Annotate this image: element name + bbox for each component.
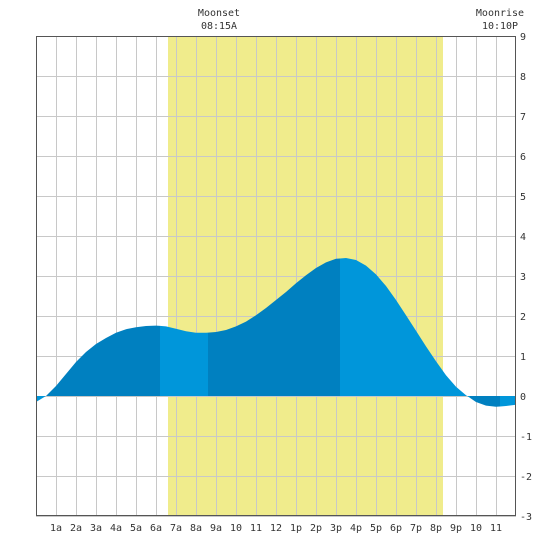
x-tick-label: 9p bbox=[450, 523, 462, 534]
x-tick-label: 7a bbox=[170, 523, 182, 534]
x-tick-label: 10 bbox=[470, 523, 482, 534]
x-tick-label: 9a bbox=[210, 523, 222, 534]
tide-area-segment bbox=[36, 396, 46, 402]
x-tick-label: 10 bbox=[230, 523, 242, 534]
y-tick-label: -1 bbox=[520, 432, 532, 443]
tide-area-segment bbox=[208, 258, 340, 396]
grid-layer bbox=[36, 36, 516, 517]
x-tick-label: 6a bbox=[150, 523, 162, 534]
tide-area-segment bbox=[470, 396, 500, 407]
y-tick-label: 0 bbox=[520, 392, 526, 403]
moonset-title: Moonset bbox=[198, 8, 240, 19]
y-tick-label: 1 bbox=[520, 352, 526, 363]
x-tick-label: 11 bbox=[490, 523, 502, 534]
x-tick-label: 3a bbox=[90, 523, 102, 534]
y-tick-label: 7 bbox=[520, 112, 526, 123]
y-tick-label: -3 bbox=[520, 512, 532, 523]
tide-area-segment bbox=[340, 258, 470, 398]
y-tick-label: 5 bbox=[520, 192, 526, 203]
y-tick-label: 3 bbox=[520, 272, 526, 283]
x-tick-label: 8p bbox=[430, 523, 442, 534]
moonrise-title: Moonrise bbox=[476, 8, 524, 19]
x-tick-label: 8a bbox=[190, 523, 202, 534]
x-tick-label: 1p bbox=[290, 523, 302, 534]
x-tick-label: 2p bbox=[310, 523, 322, 534]
y-tick-label: -2 bbox=[520, 472, 532, 483]
x-tick-label: 11 bbox=[250, 523, 262, 534]
y-tick-label: 6 bbox=[520, 152, 526, 163]
x-tick-label: 2a bbox=[70, 523, 82, 534]
plot-frame bbox=[36, 36, 516, 516]
x-tick-label: 5a bbox=[130, 523, 142, 534]
y-tick-label: 9 bbox=[520, 32, 526, 43]
plot-frame-layer bbox=[36, 36, 516, 516]
y-tick-label: 8 bbox=[520, 72, 526, 83]
x-tick-label: 6p bbox=[390, 523, 402, 534]
moonset-time: 08:15A bbox=[201, 21, 237, 32]
tide-area-segment bbox=[500, 396, 516, 407]
tide-area-layer bbox=[36, 258, 516, 407]
x-tick-label: 4p bbox=[350, 523, 362, 534]
x-tick-label: 3p bbox=[330, 523, 342, 534]
x-tick-label: 5p bbox=[370, 523, 382, 534]
moonrise-time: 10:10P bbox=[482, 21, 518, 32]
x-tick-label: 7p bbox=[410, 523, 422, 534]
y-tick-label: 2 bbox=[520, 312, 526, 323]
y-tick-label: 4 bbox=[520, 232, 526, 243]
x-tick-label: 12 bbox=[270, 523, 282, 534]
x-tick-label: 4a bbox=[110, 523, 122, 534]
tide-area-segment bbox=[160, 325, 208, 396]
tide-area-segment bbox=[46, 325, 160, 396]
x-tick-label: 1a bbox=[50, 523, 62, 534]
tick-label-layer: 1a 2a 3a 4a 5a 6a 7a 8a 9a 10 11 12 1p 2p 3p 4p 5p 6p 7p 8p… bbox=[50, 32, 532, 534]
